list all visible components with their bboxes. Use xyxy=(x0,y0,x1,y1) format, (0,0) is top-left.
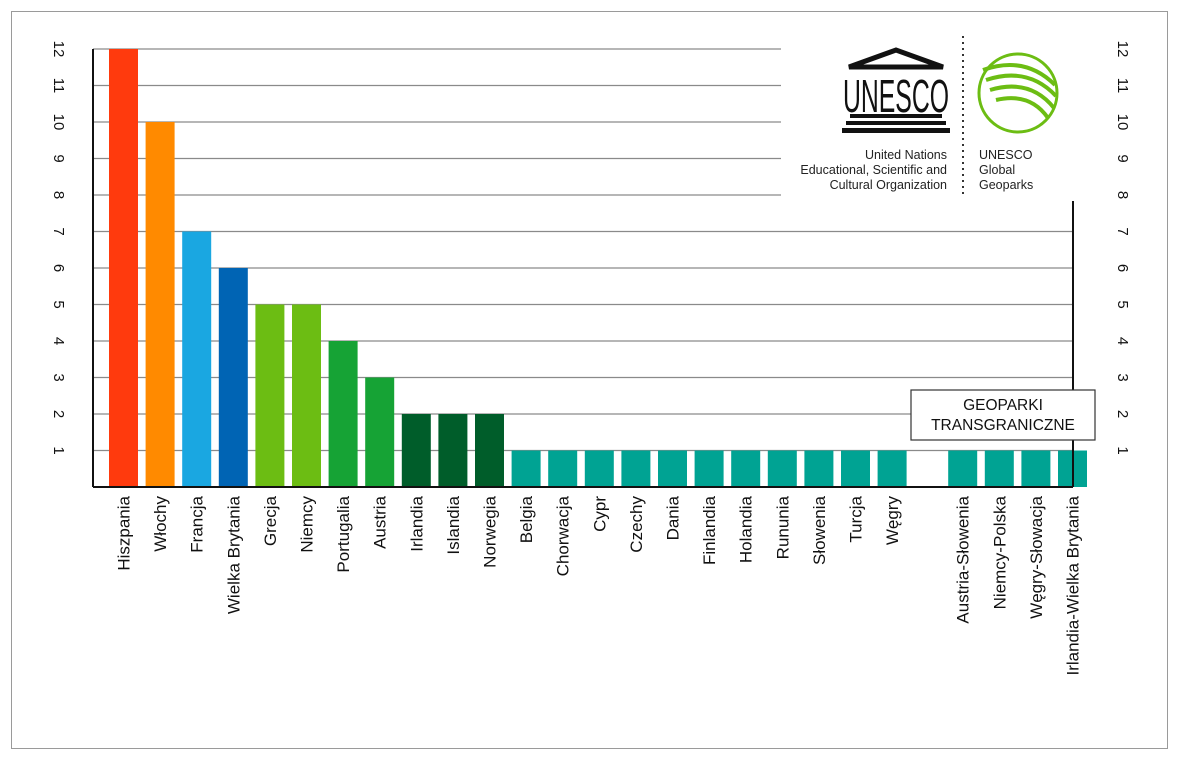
category-label: Chorwacja xyxy=(554,495,573,576)
y-tick-label-right: 3 xyxy=(1114,373,1131,381)
bar xyxy=(621,450,651,487)
bar xyxy=(292,304,321,487)
y-tick-label-right: 11 xyxy=(1114,78,1131,94)
bar xyxy=(255,304,285,487)
bar xyxy=(841,450,870,487)
bar xyxy=(948,450,978,487)
org-line-2: Educational, Scientific and xyxy=(800,163,947,177)
bar xyxy=(401,414,431,487)
transborder-label-box: GEOPARKI TRANSGRANICZNE xyxy=(910,389,1096,441)
category-label: Wielka Brytania xyxy=(224,495,243,614)
category-label: Islandia xyxy=(444,495,463,554)
category-labels: Hiszpania Włochy Francja Wielka Brytania Gre… xyxy=(115,495,1083,675)
bar xyxy=(984,450,1014,487)
bar xyxy=(218,268,248,487)
bar xyxy=(182,231,212,487)
transborder-label-line-2: TRANSGRANICZNE xyxy=(931,417,1075,434)
bar xyxy=(328,341,358,487)
category-label: Grecja xyxy=(261,495,280,546)
category-label: Dania xyxy=(664,495,683,540)
bars xyxy=(109,49,1087,487)
bar xyxy=(365,377,395,487)
bar xyxy=(694,450,724,487)
geopark-icon xyxy=(977,52,1059,134)
category-label: Słowenia xyxy=(810,495,829,565)
bar xyxy=(584,450,614,487)
bar xyxy=(877,450,907,487)
y-tick-label-left: 9 xyxy=(50,154,67,162)
category-label: Rununia xyxy=(773,495,792,559)
y-tick-label-right: 9 xyxy=(1114,154,1131,162)
y-tick-label-right: 12 xyxy=(1114,41,1131,58)
bar xyxy=(109,49,138,487)
category-label: Czechy xyxy=(627,496,646,553)
org-line-1: United Nations xyxy=(865,148,947,162)
category-label: Austria-Słowenia xyxy=(954,495,973,623)
geopark-line-2: Global xyxy=(979,163,1015,177)
chart-frame xyxy=(11,11,1168,749)
category-label: Węgry xyxy=(883,496,902,546)
y-tick-label-left: 12 xyxy=(50,41,67,58)
y-tick-label-right: 1 xyxy=(1114,446,1131,454)
bar xyxy=(731,450,761,487)
y-tick-label-right: 4 xyxy=(1114,337,1131,345)
y-tick-label-right: 7 xyxy=(1114,227,1131,235)
category-label: Belgia xyxy=(517,495,536,543)
y-tick-label-left: 3 xyxy=(50,373,67,381)
category-label: Niemcy xyxy=(298,496,317,553)
y-tick-label-left: 1 xyxy=(50,446,67,454)
unesco-wordmark: UNESCO xyxy=(843,71,949,122)
bar xyxy=(1021,450,1051,487)
bar xyxy=(475,414,504,487)
y-tick-label-right: 6 xyxy=(1114,264,1131,272)
category-label: Cypr xyxy=(590,496,609,532)
geopark-line-3: Geoparks xyxy=(979,178,1033,192)
y-tick-label-left: 5 xyxy=(50,300,67,308)
org-line-3: Cultural Organization xyxy=(830,178,947,192)
category-label: Irlandia-Wielka Brytania xyxy=(1064,495,1083,675)
category-label: Holandia xyxy=(737,495,756,563)
transborder-label-line-1: GEOPARKI xyxy=(963,397,1043,414)
category-label: Norwegia xyxy=(481,495,500,567)
y-tick-label-left: 6 xyxy=(50,264,67,272)
y-tick-label-left: 4 xyxy=(50,337,67,345)
geopark-line-1: UNESCO xyxy=(979,148,1033,162)
y-tick-label-left: 11 xyxy=(50,78,67,94)
category-label: Portugalia xyxy=(334,495,353,572)
bar xyxy=(511,450,541,487)
category-label: Węgry-Słowacja xyxy=(1027,495,1046,618)
y-tick-label-left: 2 xyxy=(50,410,67,418)
bar xyxy=(767,450,797,487)
unesco-temple-icon: UNESCO xyxy=(842,47,950,133)
y-tick-label-left: 7 xyxy=(50,227,67,235)
bar xyxy=(145,122,175,487)
y-tick-label-right: 5 xyxy=(1114,300,1131,308)
category-label: Austria xyxy=(371,495,390,548)
y-tick-label-right: 10 xyxy=(1114,114,1131,131)
y-tick-label-left: 10 xyxy=(50,114,67,131)
category-label: Turcja xyxy=(847,495,866,542)
bar xyxy=(658,450,687,487)
category-label: Niemcy-Polska xyxy=(990,495,1009,609)
unesco-logo: UNESCO United Nations Educational, Scien… xyxy=(781,28,1074,201)
y-tick-label-right: 8 xyxy=(1114,191,1131,199)
category-label: Włochy xyxy=(151,496,170,552)
y-tick-label-right: 2 xyxy=(1114,410,1131,418)
category-label: Finlandia xyxy=(700,495,719,565)
y-tick-label-left: 8 xyxy=(50,191,67,199)
category-label: Hiszpania xyxy=(115,495,134,570)
bar xyxy=(438,414,468,487)
category-label: Francja xyxy=(188,495,207,552)
bar xyxy=(804,450,834,487)
bar xyxy=(548,450,578,487)
category-label: Irlandia xyxy=(407,495,426,551)
